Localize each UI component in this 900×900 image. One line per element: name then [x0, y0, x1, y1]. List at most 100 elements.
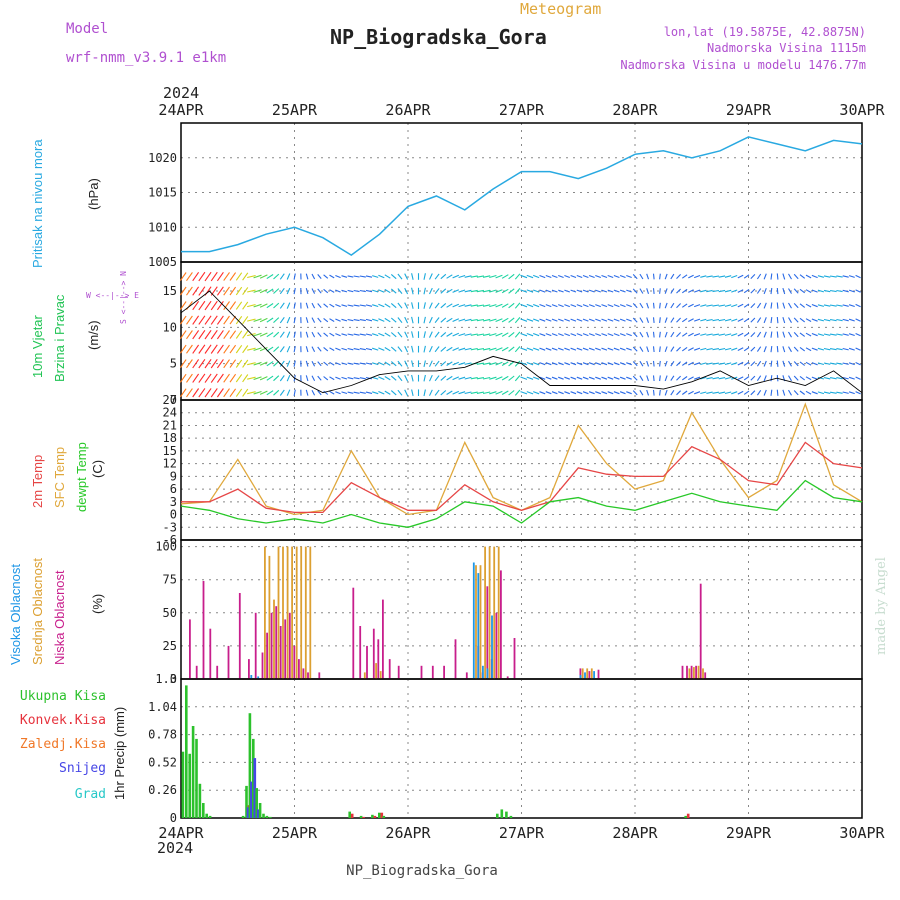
wind-arrow — [639, 317, 644, 323]
wind-arrow — [286, 389, 291, 396]
wind-arrow — [539, 274, 546, 279]
wind-arrow — [646, 273, 650, 280]
pressure-frame — [180, 122, 863, 263]
wind-arrow — [335, 391, 341, 395]
wind-arrow — [558, 304, 564, 308]
wind-arrow — [718, 318, 726, 322]
wind-arrow — [601, 304, 608, 308]
wind-arrow — [737, 274, 744, 279]
wind-arrow — [305, 346, 309, 353]
wind-arrow — [404, 316, 409, 324]
wind-arrow — [588, 333, 595, 337]
wind-arrow — [770, 375, 773, 382]
wind-arrow — [842, 275, 849, 278]
wind-arrow — [763, 346, 767, 353]
wind-arrow — [359, 348, 366, 351]
cloud-low-bar — [302, 668, 305, 679]
wind-arrow — [756, 389, 762, 396]
wind-arrow — [229, 301, 237, 310]
wind-arrow — [724, 376, 732, 380]
wind-arrow — [632, 361, 638, 367]
temp-ylabel-4: (C) — [90, 460, 105, 478]
wind-arrow — [476, 362, 484, 365]
wind-arrow — [305, 389, 309, 396]
wind-frame — [180, 261, 863, 401]
cloud-ytick-label: 75 — [163, 573, 177, 587]
wind-arrow — [286, 316, 291, 324]
cloud-low-bar — [216, 665, 219, 679]
wind-arrow — [259, 361, 268, 366]
wind-arrow — [495, 289, 503, 293]
wind-arrow — [489, 333, 497, 337]
precip-legend-total: Ukupna Kisa — [20, 689, 106, 704]
wind-arrow — [788, 375, 792, 382]
wind-arrow — [520, 274, 528, 279]
wind-arrow — [743, 347, 750, 352]
wind-arrow — [216, 286, 224, 296]
wind-arrow — [323, 390, 329, 395]
wind-arrow — [551, 376, 558, 380]
wind-arrow — [646, 331, 650, 338]
wind-arrow — [464, 347, 472, 351]
wind-arrow — [253, 347, 262, 351]
wind-arrow — [750, 361, 756, 367]
wind-arrow — [811, 376, 818, 380]
wind-arrow — [390, 317, 397, 323]
wind-arrow — [782, 346, 786, 353]
wind-arrow — [793, 288, 799, 294]
wind-arrow — [718, 347, 726, 351]
wind-arrow — [242, 330, 249, 339]
wind-arrow — [446, 346, 453, 352]
wind-arrow — [570, 333, 577, 337]
cloud-low-bar — [690, 665, 693, 679]
wind-arrow — [286, 374, 291, 382]
wind-arrow — [311, 389, 316, 396]
wind-arrow — [564, 391, 570, 395]
cloud-low-bar — [597, 669, 600, 679]
wind-arrow — [476, 391, 485, 394]
wind-arrow — [329, 289, 335, 293]
wind-arrow — [359, 391, 366, 394]
wind-arrow — [242, 359, 249, 368]
time-label-top: 30APR — [839, 101, 885, 119]
wind-arrow — [186, 330, 193, 340]
wind-arrow — [737, 303, 744, 308]
wind-arrow — [626, 304, 632, 308]
wind-arrow — [429, 345, 433, 353]
cloud-mid-bar — [475, 565, 477, 679]
wind-arrow — [446, 332, 453, 337]
wind-arrow — [390, 332, 397, 338]
wind-arrow — [855, 303, 861, 308]
wind-arrow — [404, 389, 409, 396]
wind-arrow — [317, 332, 322, 338]
wind-arrow — [842, 347, 849, 351]
precip-total-bar — [684, 815, 687, 818]
wind-arrow — [855, 347, 861, 351]
cloud-mid-bar — [479, 565, 482, 679]
wind-arrow — [323, 317, 329, 323]
wind-arrow — [830, 318, 837, 322]
wind-arrow — [619, 362, 626, 366]
wind-arrow — [266, 361, 274, 367]
precip-total-bar — [202, 803, 205, 818]
wind-arrow — [830, 275, 837, 278]
wind-arrow — [817, 289, 825, 293]
wind-arrow — [489, 318, 497, 322]
wind-arrow — [411, 273, 414, 280]
wind-arrow — [347, 275, 354, 278]
wind-arrow — [782, 360, 786, 367]
wind-arrow — [489, 391, 497, 395]
wind-arrow — [323, 376, 329, 381]
wind-arrow — [770, 317, 773, 324]
wind-arrow — [192, 300, 200, 311]
wind-arrow — [750, 375, 756, 381]
wind-arrow — [365, 304, 373, 307]
wind-arrow — [718, 289, 726, 293]
wind-arrow — [724, 304, 732, 307]
temperature-ytick-label: 21 — [163, 418, 177, 432]
wind-arrow — [223, 315, 230, 325]
cloud-ytick-label: 50 — [163, 606, 177, 620]
wind-arrow — [533, 332, 540, 337]
wind-arrow — [776, 287, 779, 295]
